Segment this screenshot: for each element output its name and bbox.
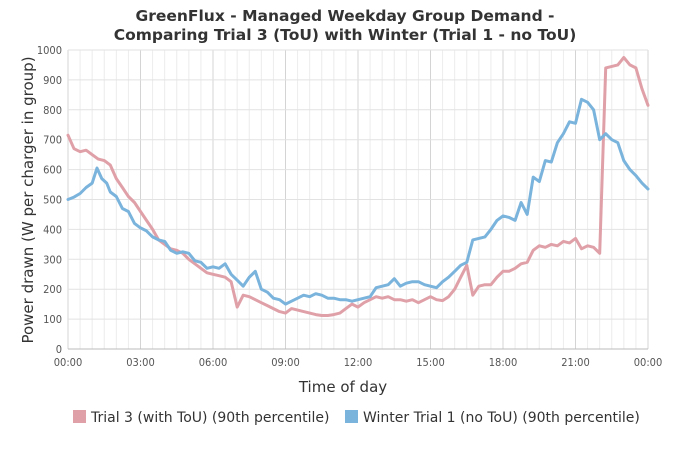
y-tick-label: 300 bbox=[43, 253, 62, 266]
y-tick-label: 200 bbox=[43, 283, 62, 296]
chart-title-line-2: Comparing Trial 3 (ToU) with Winter (Tri… bbox=[114, 26, 577, 44]
x-tick-label: 12:00 bbox=[344, 356, 373, 369]
grid bbox=[67, 49, 649, 350]
x-tick-label: 00:00 bbox=[54, 356, 83, 369]
chart-title-line-1: GreenFlux - Managed Weekday Group Demand… bbox=[135, 7, 554, 25]
legend-swatch bbox=[73, 410, 86, 423]
x-tick-label: 06:00 bbox=[199, 356, 228, 369]
x-axis-label: Time of day bbox=[298, 378, 387, 396]
x-tick-label: 00:00 bbox=[634, 356, 663, 369]
y-tick-label: 100 bbox=[43, 313, 62, 326]
x-tick-labels: 00:00 03:00 06:00 09:00 12:00 15:00 18:00 21:00… bbox=[54, 356, 663, 369]
y-tick-label: 0 bbox=[56, 343, 62, 356]
y-tick-label: 700 bbox=[43, 134, 62, 147]
series-line-winter-trial-1 bbox=[66, 97, 650, 306]
legend-swatch bbox=[345, 410, 358, 423]
y-tick-label: 400 bbox=[43, 223, 62, 236]
y-tick-label: 1000 bbox=[37, 44, 62, 57]
y-tick-label: 500 bbox=[43, 194, 62, 207]
y-tick-label: 900 bbox=[43, 74, 62, 87]
x-tick-label: 18:00 bbox=[489, 356, 518, 369]
series-lines bbox=[66, 56, 650, 317]
x-tick-label: 09:00 bbox=[271, 356, 300, 369]
legend: Trial 3 (with ToU) (90th percentile) Wint… bbox=[73, 410, 640, 426]
y-tick-label: 600 bbox=[43, 164, 62, 177]
legend-label: Winter Trial 1 (no ToU) (90th percentile… bbox=[363, 410, 640, 426]
y-axis-label: Power drawn (W per charger in group) bbox=[19, 56, 37, 343]
legend-label: Trial 3 (with ToU) (90th percentile) bbox=[90, 410, 330, 426]
x-tick-label: 15:00 bbox=[416, 356, 445, 369]
x-tick-label: 21:00 bbox=[561, 356, 590, 369]
y-tick-labels: 0 100 200 300 400 500 600 700 800 900 1000 bbox=[37, 44, 62, 356]
x-tick-label: 03:00 bbox=[126, 356, 155, 369]
y-tick-label: 800 bbox=[43, 104, 62, 117]
series-line-trial-3 bbox=[66, 56, 650, 317]
